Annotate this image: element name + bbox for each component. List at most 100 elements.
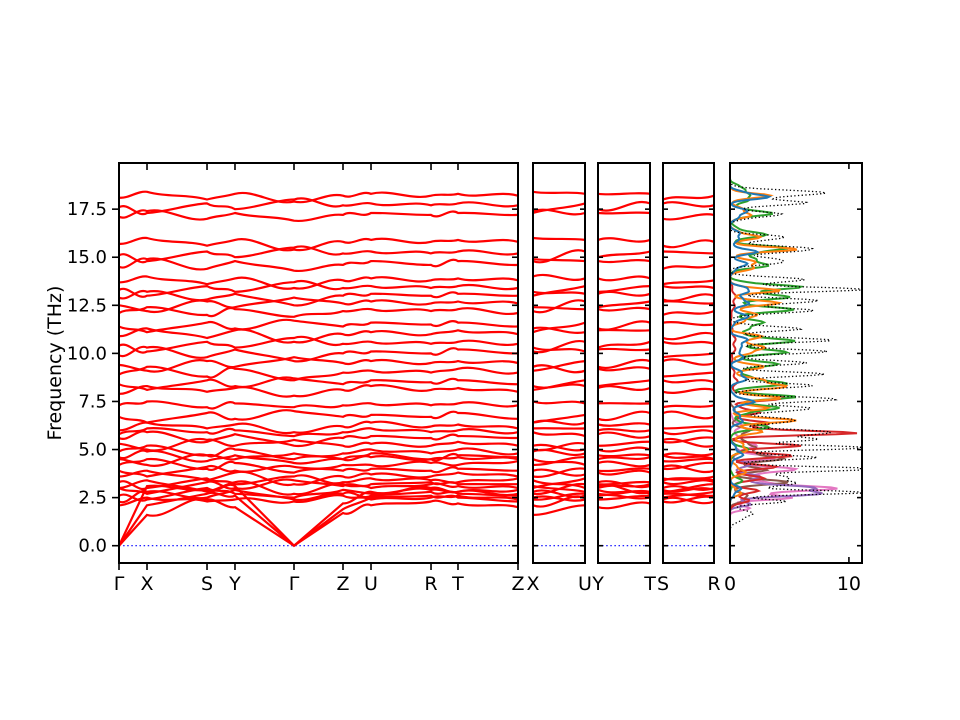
phonon-band	[597, 410, 651, 422]
phonon-band	[597, 237, 651, 243]
y-tick-label: 0.0	[78, 536, 107, 557]
panel-frame-4	[729, 162, 863, 564]
phonon-band	[597, 250, 651, 259]
phonon-band	[118, 444, 519, 461]
kpoint-label: T	[451, 573, 464, 595]
phonon-band	[662, 358, 715, 366]
phonon-band	[662, 429, 715, 436]
phonon-band	[118, 494, 519, 507]
band-lines-panel-SR	[662, 194, 715, 505]
phonon-band	[662, 279, 715, 286]
phonon-band	[597, 379, 651, 388]
phonon-band	[597, 385, 651, 391]
kpoint-label: X	[526, 573, 539, 595]
phonon-band	[597, 440, 651, 447]
phonon-band	[118, 457, 519, 474]
kpoint-label: U	[364, 573, 378, 595]
phonon-band	[118, 245, 519, 264]
phonon-band	[532, 360, 586, 372]
phonon-band	[597, 453, 651, 458]
phonon-band	[118, 275, 519, 290]
phonon-band	[662, 340, 715, 345]
phonon-band	[597, 431, 651, 439]
phonon-band	[662, 331, 715, 341]
phonon-band	[118, 345, 519, 363]
dos-tick-label: 10	[837, 573, 861, 595]
phonon-band	[662, 293, 715, 302]
phonon-band	[532, 326, 586, 334]
phonon-band	[597, 259, 651, 264]
phonon-band	[662, 479, 715, 486]
phonon-band	[597, 446, 651, 453]
phonon-band	[532, 504, 586, 516]
phonon-band	[597, 494, 651, 501]
phonon-band	[532, 413, 586, 424]
kpoint-label: Z	[511, 573, 524, 595]
phonon-band	[532, 290, 586, 295]
phonon-band	[118, 485, 519, 502]
phonon-band	[662, 194, 715, 201]
kpoint-label: R	[424, 573, 437, 595]
kpoint-label: X	[140, 573, 153, 595]
phonon-band	[662, 410, 715, 420]
phonon-band	[597, 428, 651, 433]
kpoint-label: Γ	[289, 573, 300, 595]
phonon-band	[597, 460, 651, 468]
phonon-band	[597, 340, 651, 349]
phonon-band	[597, 422, 651, 427]
phonon-band	[118, 209, 519, 222]
y-tick-label: 15.0	[67, 247, 107, 268]
panel-frame-3	[662, 162, 715, 564]
phonon-band	[662, 437, 715, 448]
phonon-band	[662, 310, 715, 316]
phonon-band	[532, 258, 586, 263]
phonon-band	[532, 236, 586, 241]
phonon-band	[118, 400, 519, 410]
phonon-band	[532, 273, 586, 281]
phonon-band	[532, 364, 586, 374]
phonon-band	[597, 211, 651, 215]
phonon-band	[662, 387, 715, 394]
projected-red-curve	[730, 167, 858, 543]
phonon-band	[118, 427, 519, 438]
phonon-band	[662, 213, 715, 221]
phonon-band	[597, 469, 651, 476]
panel-frame-1	[532, 162, 586, 564]
phonon-band	[597, 358, 651, 370]
phonon-band	[532, 321, 586, 334]
phonon-band	[662, 483, 715, 493]
kpoint-label: S	[201, 573, 213, 595]
phonon-band	[118, 420, 519, 435]
phonon-band	[662, 452, 715, 457]
phonon-band	[532, 202, 586, 215]
phonon-band	[597, 366, 651, 372]
phonon-band	[118, 318, 519, 334]
phonon-band	[532, 492, 586, 501]
phonon-band	[532, 346, 586, 353]
phonon-band	[597, 347, 651, 352]
kpoint-label: Y	[228, 573, 241, 595]
phonon-band	[532, 190, 586, 195]
phonon-band	[662, 239, 715, 249]
phonon-band	[597, 480, 651, 486]
phonon-band	[532, 467, 586, 478]
phonon-band	[662, 379, 715, 384]
phonon-band	[662, 352, 715, 359]
y-tick-label: 5.0	[78, 440, 107, 461]
phonon-band	[532, 299, 586, 314]
phonon-band	[597, 483, 651, 490]
projected-brown-curve	[730, 167, 790, 543]
dos-tick-label: 0	[724, 573, 736, 595]
phonon-band	[118, 430, 519, 448]
phonon-band	[118, 478, 519, 495]
phonon-band	[532, 285, 586, 297]
phonon-band	[118, 376, 519, 392]
phonon-band	[118, 409, 519, 424]
kpoint-label: Z	[336, 573, 349, 595]
phonon-band	[532, 431, 586, 438]
phonon-band	[118, 449, 519, 465]
phonon-band	[532, 400, 586, 405]
panel-frame-0	[118, 162, 519, 564]
kpoint-label: S	[657, 573, 669, 595]
